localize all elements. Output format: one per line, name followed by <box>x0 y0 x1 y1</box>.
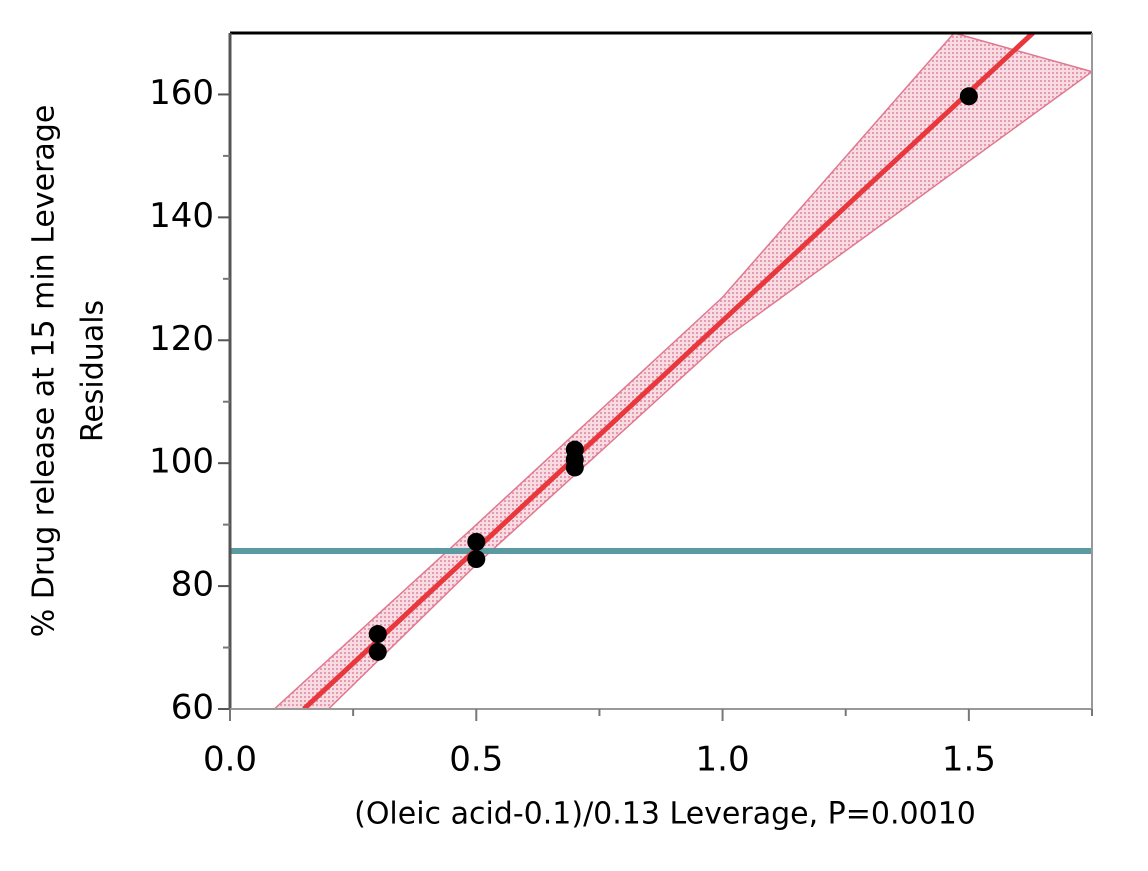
data-point <box>467 532 486 551</box>
data-point <box>565 458 584 477</box>
y-tick-label: 140 <box>149 196 214 236</box>
y-tick-label: 160 <box>149 73 214 113</box>
y-tick-label: 80 <box>171 565 214 605</box>
data-point <box>368 642 387 661</box>
x-tick-label: 1.0 <box>696 740 750 780</box>
plot-area <box>230 33 1092 709</box>
y-tick-label: 60 <box>171 688 214 728</box>
y-tick-label: 100 <box>149 442 214 482</box>
confidence-band <box>273 33 1092 709</box>
y-axis-label: % Drug release at 15 min Leverage <box>27 105 62 638</box>
x-tick-label: 0.0 <box>203 740 257 780</box>
x-tick-label: 0.5 <box>449 740 503 780</box>
x-axis-label: (Oleic acid-0.1)/0.13 Leverage, P=0.0010 <box>354 797 976 832</box>
y-tick-label: 120 <box>149 319 214 359</box>
y-axis-label: Residuals <box>76 300 111 442</box>
data-point <box>959 87 978 106</box>
data-point <box>467 550 486 569</box>
fit-line <box>302 33 1035 709</box>
data-point <box>368 625 387 644</box>
x-tick-label: 1.5 <box>942 740 996 780</box>
